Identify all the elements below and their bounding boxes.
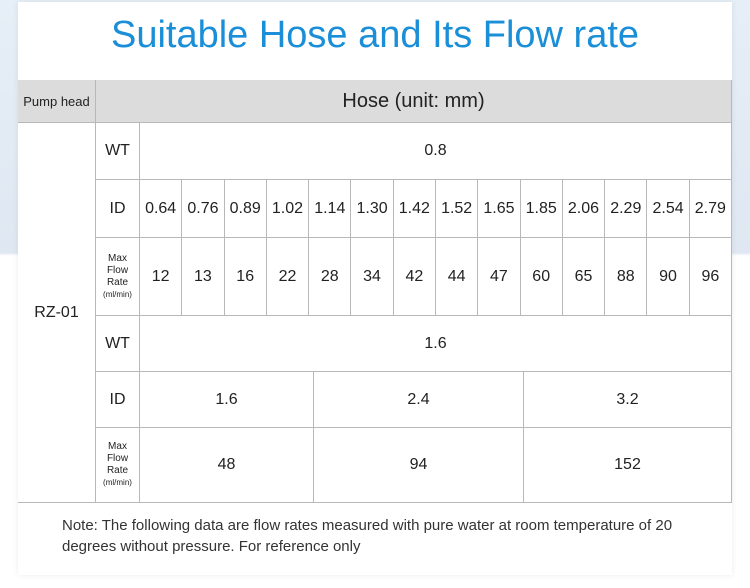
id-cell: 2.54 bbox=[647, 180, 690, 238]
title: Suitable Hose and Its Flow rate bbox=[110, 14, 640, 56]
id-cell: 1.85 bbox=[520, 180, 563, 238]
flow-label: Max Flow Rate bbox=[106, 252, 129, 288]
flow-cell: 13 bbox=[182, 238, 225, 316]
row-label: WT bbox=[96, 123, 140, 180]
row-label: Max Flow Rate (ml/min) bbox=[96, 238, 140, 316]
id-cell: 0.64 bbox=[140, 180, 183, 238]
id-cell: 2.4 bbox=[314, 372, 524, 428]
flow-cell: 88 bbox=[605, 238, 648, 316]
id-cell: 2.79 bbox=[689, 180, 732, 238]
flow-cell: 47 bbox=[478, 238, 521, 316]
note: Note: The following data are flow rates … bbox=[62, 517, 673, 555]
id-cell: 1.14 bbox=[309, 180, 352, 238]
flow-cell: 96 bbox=[689, 238, 732, 316]
pump-head-cell: RZ-01 bbox=[18, 123, 96, 503]
id-cell: 0.76 bbox=[182, 180, 225, 238]
id-cell: 2.29 bbox=[605, 180, 648, 238]
flow-unit: (ml/min) bbox=[103, 478, 132, 487]
row-label: ID bbox=[96, 180, 140, 238]
row-label: Max Flow Rate (ml/min) bbox=[96, 428, 140, 503]
flow-cell: 42 bbox=[393, 238, 436, 316]
flow-cell: 48 bbox=[140, 428, 314, 503]
id-cell: 2.06 bbox=[562, 180, 606, 238]
id-cell: 0.89 bbox=[224, 180, 267, 238]
wt-cell: 1.6 bbox=[140, 316, 732, 372]
id-cell: 3.2 bbox=[524, 372, 732, 428]
id-cell: 1.52 bbox=[436, 180, 479, 238]
flow-cell: 28 bbox=[309, 238, 352, 316]
row-label: WT bbox=[96, 316, 140, 372]
flow-cell: 44 bbox=[436, 238, 479, 316]
flow-cell: 34 bbox=[351, 238, 394, 316]
flow-cell: 90 bbox=[647, 238, 690, 316]
header-cell: Pump head bbox=[18, 80, 96, 123]
flow-cell: 16 bbox=[224, 238, 267, 316]
flow-cell: 94 bbox=[314, 428, 524, 503]
id-cell: 1.42 bbox=[393, 180, 436, 238]
flow-cell: 65 bbox=[562, 238, 606, 316]
id-cell: 1.02 bbox=[266, 180, 310, 238]
header-cell: Hose (unit: mm) bbox=[96, 80, 732, 123]
id-cell: 1.65 bbox=[478, 180, 521, 238]
id-cell: 1.30 bbox=[351, 180, 394, 238]
flow-cell: 22 bbox=[266, 238, 310, 316]
flow-cell: 152 bbox=[524, 428, 732, 503]
wt-cell: 0.8 bbox=[140, 123, 732, 180]
flow-cell: 12 bbox=[140, 238, 183, 316]
flow-label: Max Flow Rate bbox=[106, 441, 129, 476]
row-label: ID bbox=[96, 372, 140, 428]
flow-unit: (ml/min) bbox=[103, 289, 132, 299]
id-cell: 1.6 bbox=[140, 372, 314, 428]
flow-cell: 60 bbox=[520, 238, 563, 316]
